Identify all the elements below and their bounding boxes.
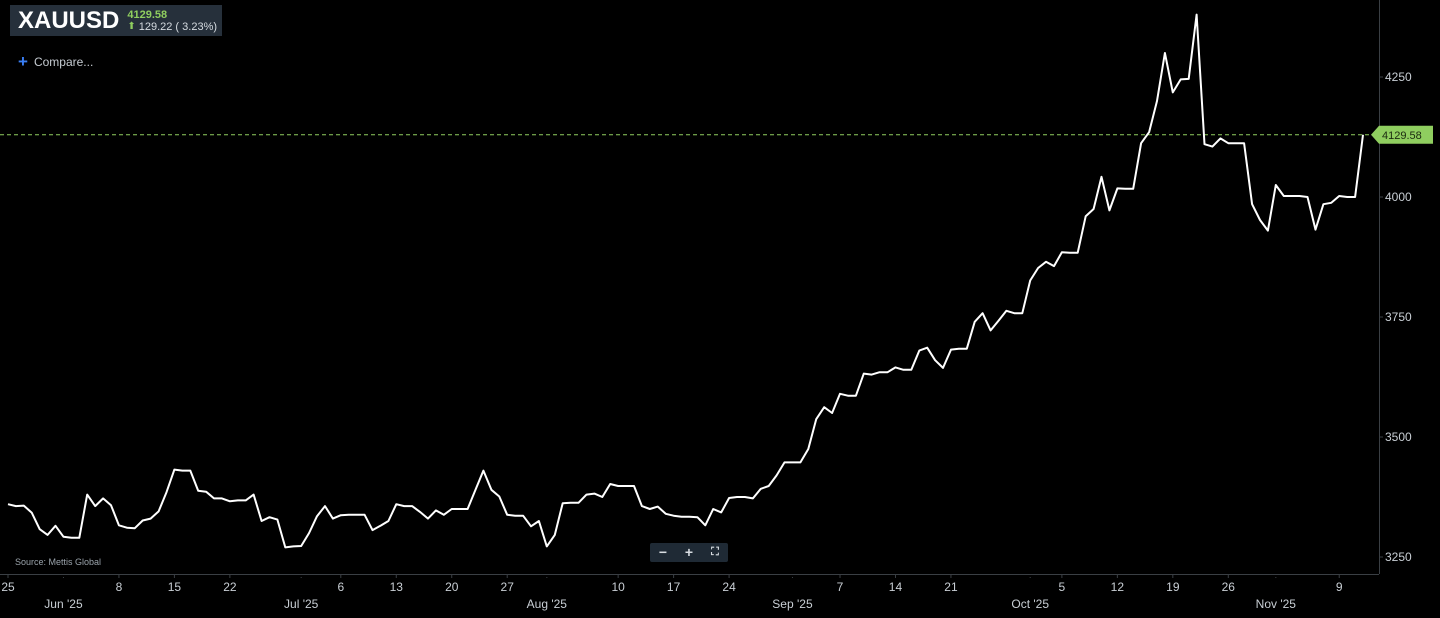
y-tick-label: 3250 xyxy=(1385,550,1412,564)
month-label: Oct '25 xyxy=(1011,597,1049,611)
plus-icon: + xyxy=(18,52,28,71)
month-label: Aug '25 xyxy=(527,597,568,611)
month-label: Jul '25 xyxy=(284,597,319,611)
zoom-in-button[interactable]: + xyxy=(684,544,694,560)
x-tick-label: 9 xyxy=(1336,580,1343,594)
source-label: Source: Mettis Global xyxy=(15,557,102,567)
x-tick-label: 13 xyxy=(390,580,404,594)
x-tick-label: 15 xyxy=(168,580,182,594)
quote-change-text: 129.22 ( 3.23%) xyxy=(138,20,218,33)
x-tick-label: 14 xyxy=(889,580,903,594)
x-tick-label: 6 xyxy=(337,580,344,594)
axis-lines xyxy=(0,0,1380,575)
zoom-fit-button[interactable]: ⛶ xyxy=(711,546,719,558)
x-tick-label: 25 xyxy=(1,580,15,594)
month-label: Nov '25 xyxy=(1256,597,1297,611)
x-tick-label: 17 xyxy=(667,580,681,594)
compare-button[interactable]: + Compare... xyxy=(18,52,94,71)
x-tick-label: 12 xyxy=(1111,580,1125,594)
y-tick-label: 3500 xyxy=(1385,430,1412,444)
x-tick-label: 7 xyxy=(837,580,844,594)
zoom-controls: − + ⛶ xyxy=(650,543,728,562)
y-tick-label: 4000 xyxy=(1385,190,1412,204)
x-axis: 25 8 15 22 6 13 20 27 10 17 24 7 14 21 5 12 19 26 9 Jun '25… xyxy=(1,574,1343,611)
x-tick-label: 21 xyxy=(944,580,958,594)
quote-price: 4129.58 xyxy=(127,8,168,21)
price-series-line xyxy=(7,13,1364,549)
compare-label: Compare... xyxy=(33,55,94,69)
x-tick-label: 26 xyxy=(1222,580,1236,594)
y-tick-label: 3750 xyxy=(1385,310,1412,324)
last-price-tag-label: 4129.58 xyxy=(1382,130,1422,142)
x-tick-label: 5 xyxy=(1059,580,1066,594)
symbol-name: XAUUSD xyxy=(18,7,120,34)
quote-box: 4129.58 ⬆ 129.22 ( 3.23%) xyxy=(127,9,217,33)
y-tick-label: 4250 xyxy=(1385,70,1412,84)
quote-change: ⬆ 129.22 ( 3.23%) xyxy=(127,21,217,33)
last-price-tag: 4129.58 xyxy=(1371,125,1433,144)
x-tick-label: 10 xyxy=(611,580,625,594)
month-label: Sep '25 xyxy=(772,597,813,611)
x-tick-label: 19 xyxy=(1166,580,1180,594)
x-tick-label: 24 xyxy=(722,580,736,594)
y-axis: 3250 3500 3750 4000 4250 xyxy=(1379,70,1412,564)
up-arrow-icon: ⬆ xyxy=(127,20,136,32)
x-tick-label: 20 xyxy=(445,580,459,594)
x-tick-label: 8 xyxy=(116,580,123,594)
last-price-tag-shape xyxy=(1371,125,1433,144)
month-label: Jun '25 xyxy=(44,597,83,611)
x-tick-label: 22 xyxy=(223,580,237,594)
x-tick-label: 27 xyxy=(501,580,515,594)
zoom-out-button[interactable]: − xyxy=(658,544,668,560)
symbol-header: XAUUSD 4129.58 ⬆ 129.22 ( 3.23%) xyxy=(10,5,222,36)
